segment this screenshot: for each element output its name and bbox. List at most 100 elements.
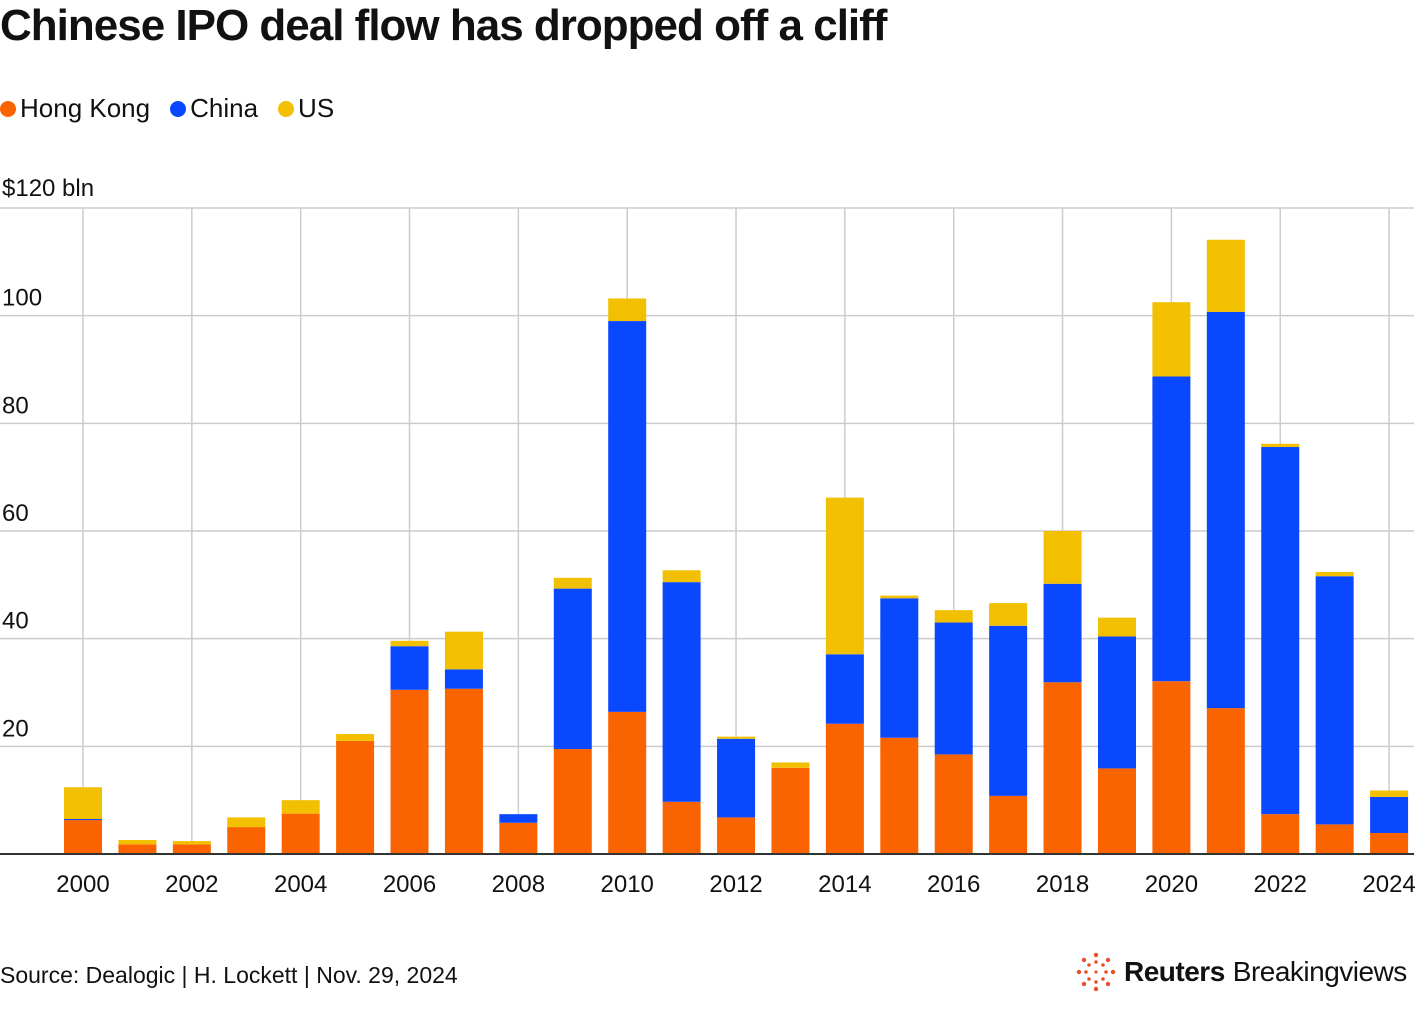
bar-us-2001 xyxy=(118,840,157,845)
legend-item-hong-kong: Hong Kong xyxy=(0,93,150,124)
bar-us-2023 xyxy=(1315,571,1354,577)
bar-us-2007 xyxy=(444,631,483,670)
bar-china-2011 xyxy=(662,582,701,802)
bar-china-2020 xyxy=(1152,376,1191,682)
x-tick-label: 2018 xyxy=(1036,871,1089,898)
x-tick-label: 2012 xyxy=(709,871,762,898)
y-tick-label: 20 xyxy=(2,715,29,742)
bar-hong-kong-2000 xyxy=(64,820,102,854)
bar-hong-kong-2001 xyxy=(118,844,157,854)
bar-china-2024 xyxy=(1370,796,1409,834)
bar-us-2006 xyxy=(390,640,429,647)
bar-china-2016 xyxy=(934,622,973,755)
bar-hong-kong-2011 xyxy=(662,801,701,854)
bar-hong-kong-2015 xyxy=(880,737,919,854)
bar-us-2010 xyxy=(608,298,647,322)
bar-hong-kong-2017 xyxy=(989,795,1028,854)
x-tick-label: 2004 xyxy=(274,871,327,898)
x-tick-label: 2024 xyxy=(1362,871,1415,898)
bar-us-2021 xyxy=(1206,239,1245,312)
bar-hong-kong-2006 xyxy=(390,689,429,854)
bar-china-2021 xyxy=(1206,311,1245,709)
reuters-dot-ring-icon xyxy=(1076,952,1116,992)
legend: Hong Kong China US xyxy=(0,93,334,124)
x-tick-label: 2022 xyxy=(1254,871,1307,898)
y-tick-label: 100 xyxy=(2,285,42,312)
bar-hong-kong-2002 xyxy=(172,844,211,854)
bar-us-2012 xyxy=(717,736,756,739)
bar-china-2010 xyxy=(608,321,647,712)
x-tick-label: 2020 xyxy=(1145,871,1198,898)
bar-us-2005 xyxy=(336,733,375,741)
bar-china-2014 xyxy=(825,654,864,724)
bar-china-2018 xyxy=(1043,583,1082,683)
logo-text-reuters: Reuters xyxy=(1124,956,1225,987)
reuters-breakingviews-logo: Reuters Breakingviews xyxy=(1076,952,1407,992)
bar-us-2011 xyxy=(662,570,701,583)
bar-hong-kong-2008 xyxy=(499,822,538,854)
bar-us-2003 xyxy=(227,817,266,828)
chart-title: Chinese IPO deal flow has dropped off a … xyxy=(0,1,887,50)
legend-label-hong-kong: Hong Kong xyxy=(20,93,151,123)
bar-hong-kong-2024 xyxy=(1370,833,1409,854)
bar-china-2012 xyxy=(717,738,756,818)
bar-hong-kong-2014 xyxy=(825,723,864,854)
bar-us-2000 xyxy=(64,787,102,820)
logo-text-breakingviews: Breakingviews xyxy=(1232,956,1408,987)
x-tick-label: 2008 xyxy=(492,871,545,898)
bar-us-2024 xyxy=(1370,790,1409,797)
y-tick-label: 80 xyxy=(2,392,29,419)
bar-china-2007 xyxy=(444,669,483,689)
bar-hong-kong-2021 xyxy=(1206,708,1245,854)
bar-china-2022 xyxy=(1261,447,1300,815)
bar-hong-kong-2005 xyxy=(336,740,375,854)
legend-swatch-china xyxy=(170,100,187,117)
bar-us-2002 xyxy=(172,841,211,845)
x-tick-label: 2016 xyxy=(927,871,980,898)
y-axis-unit-label: $120 bln xyxy=(2,175,94,202)
y-tick-label: 60 xyxy=(2,500,29,527)
bar-china-2008 xyxy=(499,814,538,823)
bar-hong-kong-2018 xyxy=(1043,682,1082,854)
legend-swatch-us xyxy=(278,100,295,117)
bar-china-2017 xyxy=(989,625,1028,796)
bar-hong-kong-2010 xyxy=(608,711,647,854)
x-tick-label: 2014 xyxy=(818,871,871,898)
bar-hong-kong-2013 xyxy=(771,767,810,854)
x-tick-label: 2010 xyxy=(601,871,654,898)
bar-us-2015 xyxy=(880,595,919,599)
bar-us-2014 xyxy=(825,497,864,655)
bar-china-2000 xyxy=(64,819,102,821)
bar-hong-kong-2009 xyxy=(553,749,592,854)
x-tick-label: 2002 xyxy=(165,871,218,898)
bar-us-2016 xyxy=(934,610,973,623)
legend-label-china: China xyxy=(190,93,259,123)
bar-hong-kong-2012 xyxy=(717,817,756,854)
x-tick-label: 2000 xyxy=(56,871,109,898)
bar-us-2009 xyxy=(553,577,592,589)
bar-us-2020 xyxy=(1152,302,1191,377)
x-tick-label: 2006 xyxy=(383,871,436,898)
y-tick-label: 40 xyxy=(2,608,29,635)
bar-hong-kong-2019 xyxy=(1097,768,1136,854)
bar-china-2023 xyxy=(1315,576,1354,825)
bar-hong-kong-2003 xyxy=(227,827,266,854)
bar-china-2019 xyxy=(1097,636,1136,769)
bar-hong-kong-2022 xyxy=(1261,814,1300,854)
bar-china-2009 xyxy=(553,588,592,750)
bar-china-2015 xyxy=(880,598,919,738)
legend-item-us: US xyxy=(278,93,334,124)
bar-hong-kong-2007 xyxy=(444,688,483,854)
bar-us-2013 xyxy=(771,762,810,768)
legend-label-us: US xyxy=(298,93,335,123)
legend-item-china: China xyxy=(170,93,258,124)
bar-us-2019 xyxy=(1097,617,1136,637)
bar-us-2022 xyxy=(1261,443,1300,448)
bar-us-2004 xyxy=(281,800,320,814)
bar-hong-kong-2020 xyxy=(1152,681,1191,854)
bar-hong-kong-2016 xyxy=(934,754,973,854)
bar-us-2017 xyxy=(989,603,1028,626)
bar-hong-kong-2004 xyxy=(281,813,320,854)
bar-hong-kong-2023 xyxy=(1315,824,1354,854)
